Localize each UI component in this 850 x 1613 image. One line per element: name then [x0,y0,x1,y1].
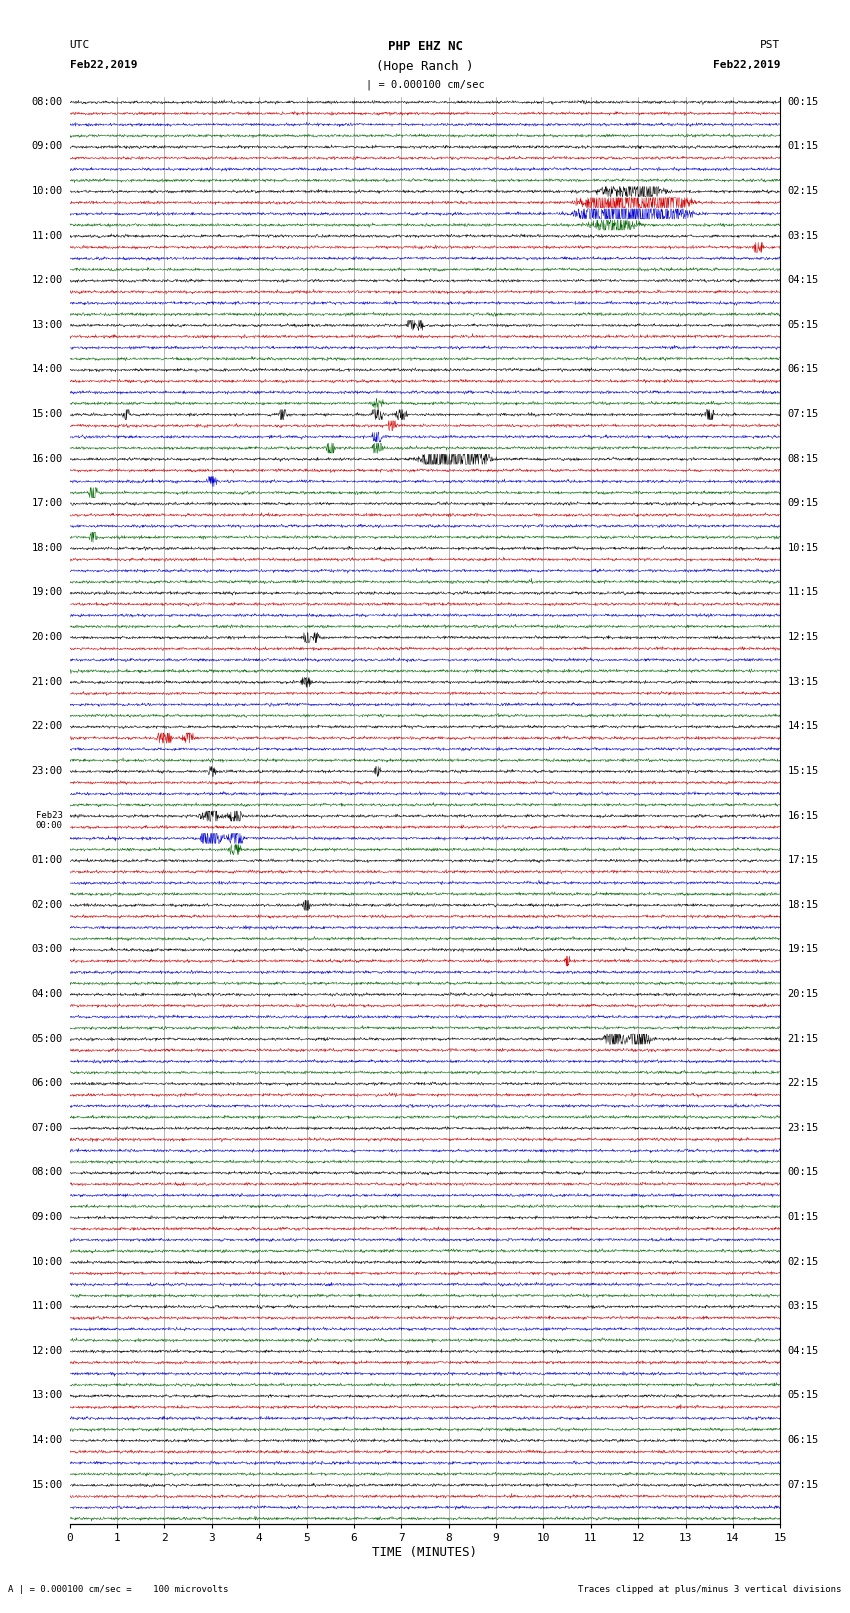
Text: 20:00: 20:00 [31,632,63,642]
Text: (Hope Ranch ): (Hope Ranch ) [377,60,473,73]
Text: 01:00: 01:00 [31,855,63,865]
Text: 16:15: 16:15 [787,810,819,821]
Text: 07:15: 07:15 [787,410,819,419]
Text: 10:00: 10:00 [31,185,63,197]
Text: 14:00: 14:00 [31,365,63,374]
Text: 02:15: 02:15 [787,185,819,197]
Text: 04:15: 04:15 [787,276,819,286]
Text: 06:15: 06:15 [787,365,819,374]
Text: 12:00: 12:00 [31,1345,63,1357]
Text: 13:00: 13:00 [31,1390,63,1400]
Text: PHP EHZ NC: PHP EHZ NC [388,40,462,53]
Text: 19:00: 19:00 [31,587,63,597]
Text: 15:00: 15:00 [31,410,63,419]
Text: 02:00: 02:00 [31,900,63,910]
Text: 13:15: 13:15 [787,677,819,687]
Text: 16:00: 16:00 [31,453,63,463]
Text: 09:15: 09:15 [787,498,819,508]
Text: 08:15: 08:15 [787,453,819,463]
Text: 14:00: 14:00 [31,1436,63,1445]
Text: 11:00: 11:00 [31,1302,63,1311]
Text: 06:00: 06:00 [31,1077,63,1089]
Text: 23:15: 23:15 [787,1123,819,1132]
Text: UTC: UTC [70,40,90,50]
Text: 02:15: 02:15 [787,1257,819,1266]
Text: 08:00: 08:00 [31,1168,63,1177]
Text: 03:15: 03:15 [787,1302,819,1311]
Text: 04:00: 04:00 [31,989,63,998]
Text: Traces clipped at plus/minus 3 vertical divisions: Traces clipped at plus/minus 3 vertical … [578,1584,842,1594]
Text: 07:00: 07:00 [31,1123,63,1132]
Text: 06:15: 06:15 [787,1436,819,1445]
Text: 22:15: 22:15 [787,1077,819,1089]
Text: 09:00: 09:00 [31,142,63,152]
Text: 17:15: 17:15 [787,855,819,865]
Text: 13:00: 13:00 [31,319,63,329]
X-axis label: TIME (MINUTES): TIME (MINUTES) [372,1547,478,1560]
Text: 05:15: 05:15 [787,319,819,329]
Text: 10:00: 10:00 [31,1257,63,1266]
Text: 19:15: 19:15 [787,944,819,955]
Text: 20:15: 20:15 [787,989,819,998]
Text: 05:15: 05:15 [787,1390,819,1400]
Text: 18:00: 18:00 [31,544,63,553]
Text: 08:00: 08:00 [31,97,63,106]
Text: 11:15: 11:15 [787,587,819,597]
Text: 11:00: 11:00 [31,231,63,240]
Text: 21:15: 21:15 [787,1034,819,1044]
Text: 14:15: 14:15 [787,721,819,731]
Text: 21:00: 21:00 [31,677,63,687]
Text: 18:15: 18:15 [787,900,819,910]
Text: 07:15: 07:15 [787,1479,819,1490]
Text: A | = 0.000100 cm/sec =    100 microvolts: A | = 0.000100 cm/sec = 100 microvolts [8,1584,229,1594]
Text: Feb22,2019: Feb22,2019 [70,60,137,69]
Text: 09:00: 09:00 [31,1211,63,1223]
Text: 03:15: 03:15 [787,231,819,240]
Text: 23:00: 23:00 [31,766,63,776]
Text: 10:15: 10:15 [787,544,819,553]
Text: 01:15: 01:15 [787,1211,819,1223]
Text: 00:15: 00:15 [787,97,819,106]
Text: 12:00: 12:00 [31,276,63,286]
Text: | = 0.000100 cm/sec: | = 0.000100 cm/sec [366,79,484,90]
Text: 04:15: 04:15 [787,1345,819,1357]
Text: 00:15: 00:15 [787,1168,819,1177]
Text: PST: PST [760,40,780,50]
Text: 03:00: 03:00 [31,944,63,955]
Text: 05:00: 05:00 [31,1034,63,1044]
Text: 15:00: 15:00 [31,1479,63,1490]
Text: 17:00: 17:00 [31,498,63,508]
Text: 15:15: 15:15 [787,766,819,776]
Text: Feb22,2019: Feb22,2019 [713,60,780,69]
Text: 22:00: 22:00 [31,721,63,731]
Text: 01:15: 01:15 [787,142,819,152]
Text: Feb23
00:00: Feb23 00:00 [36,810,63,831]
Text: 12:15: 12:15 [787,632,819,642]
